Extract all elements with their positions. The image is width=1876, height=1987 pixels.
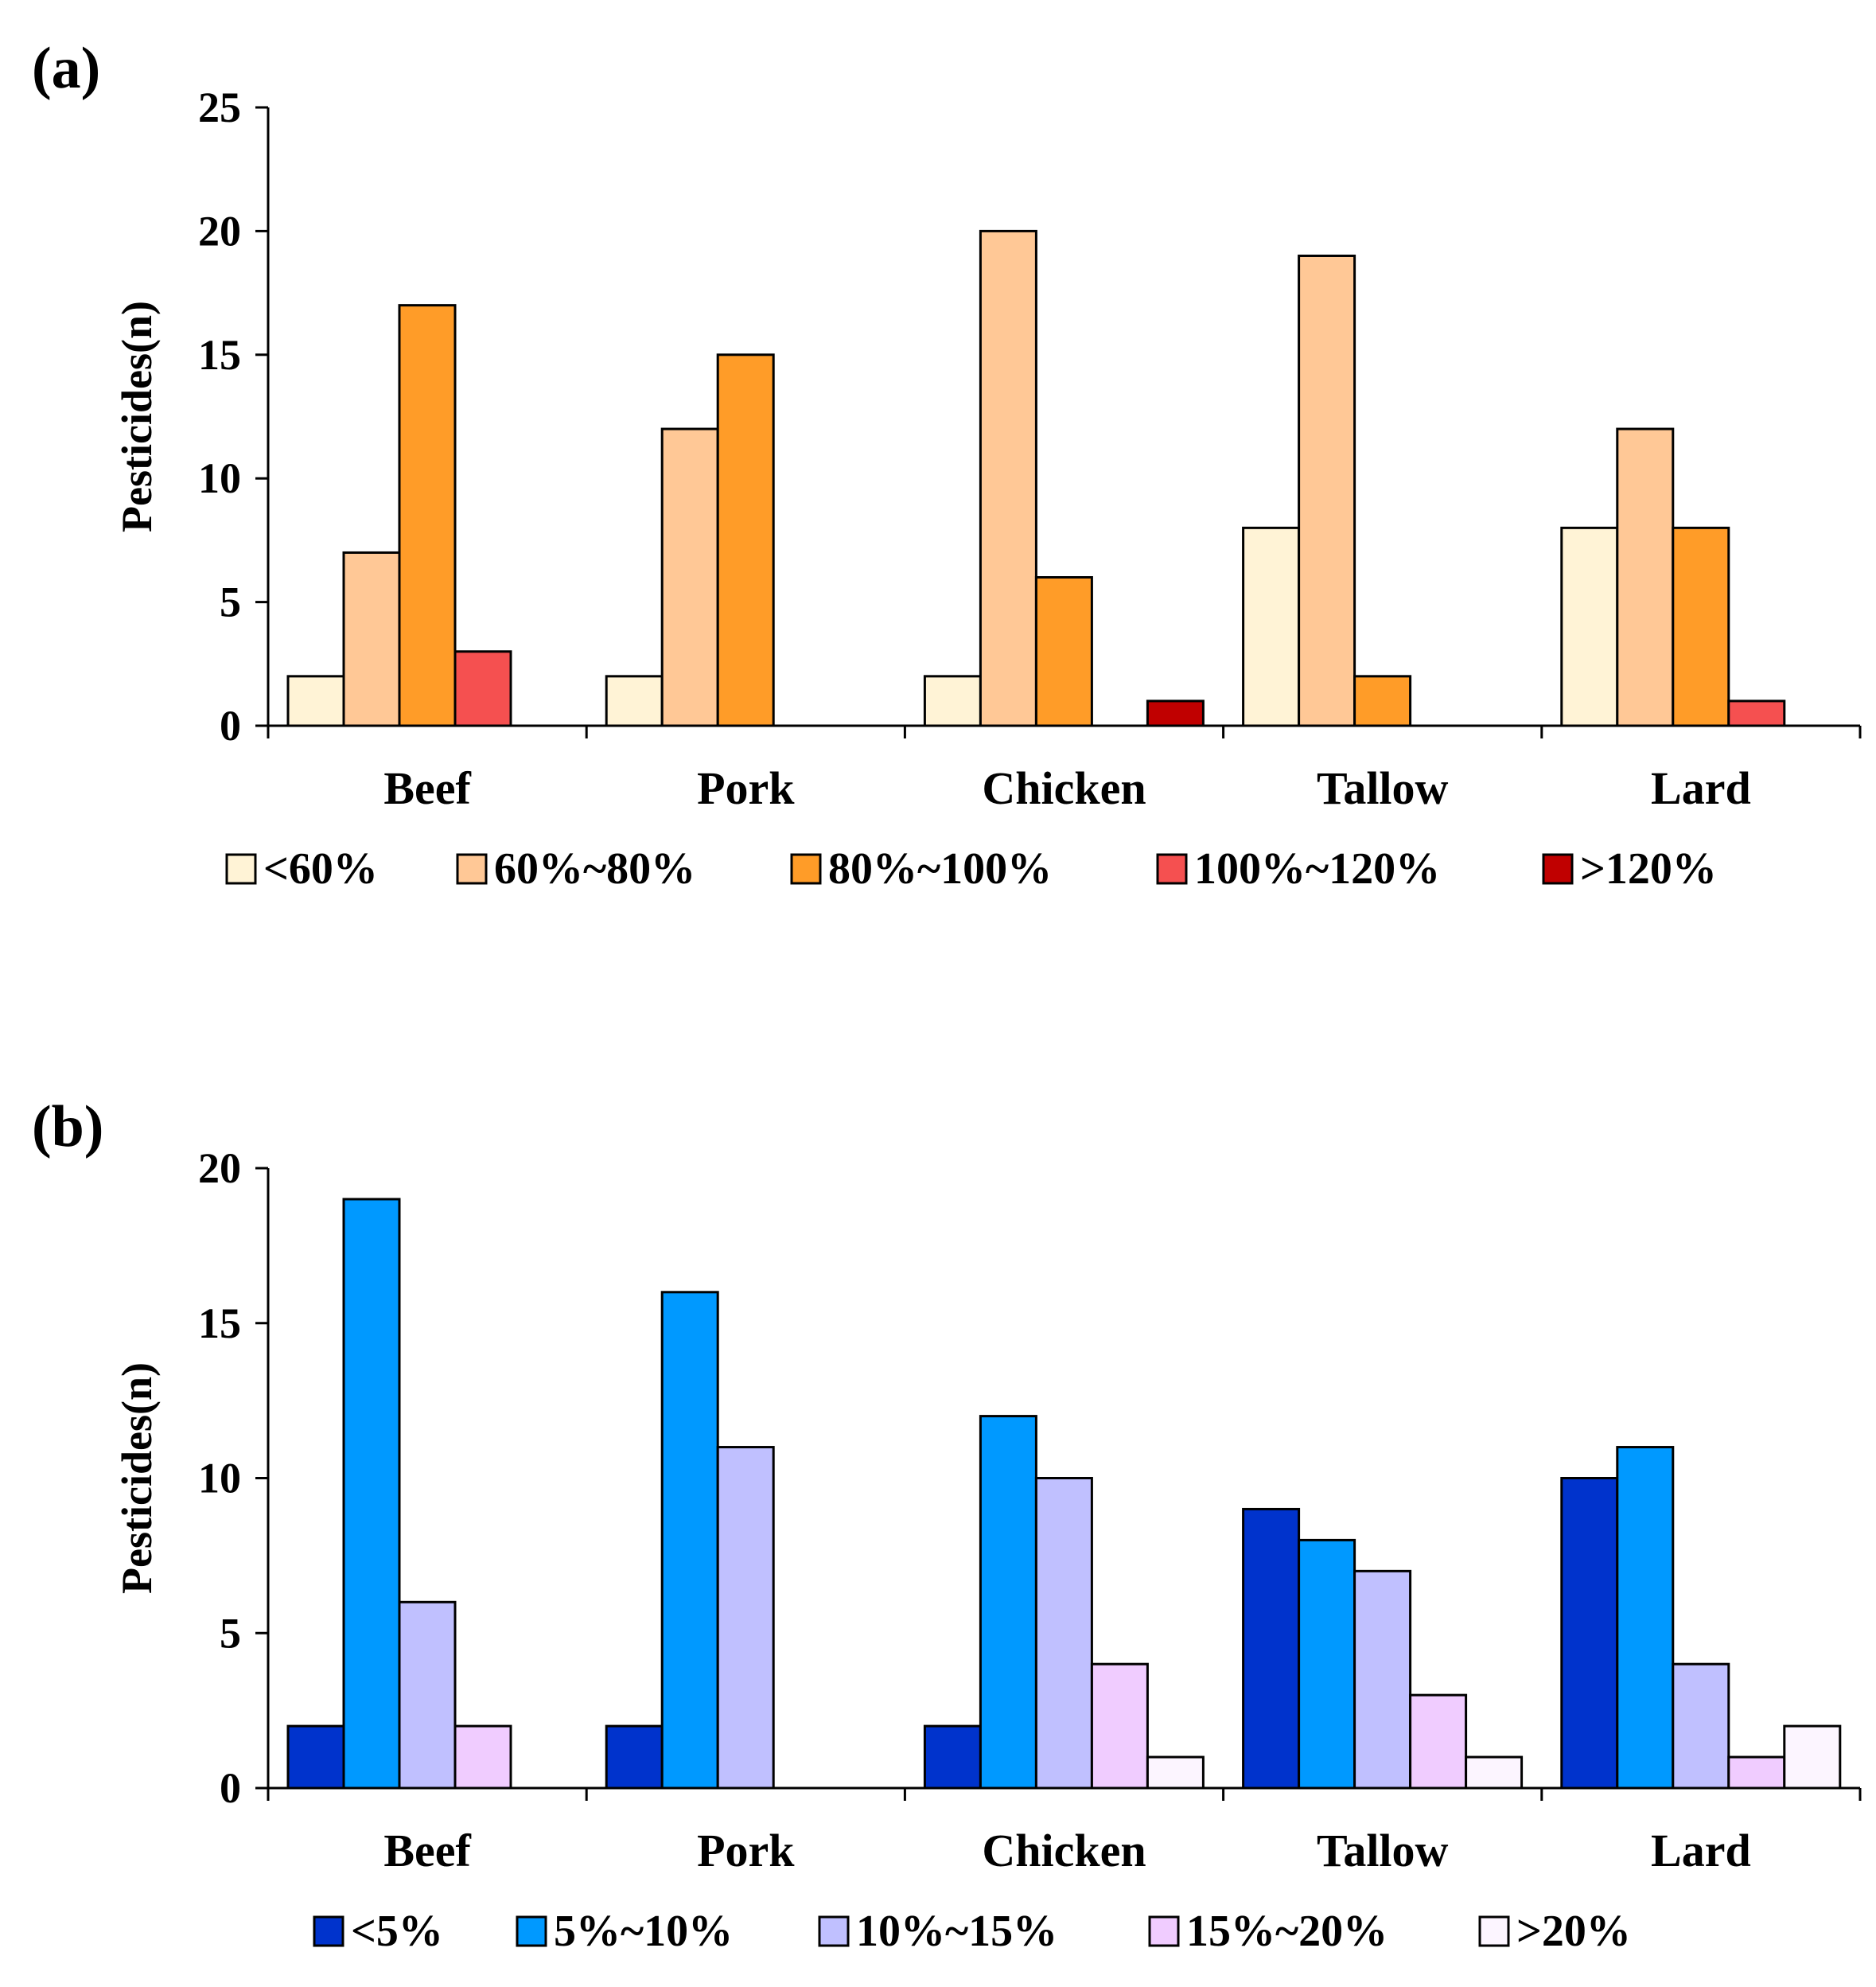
bar-beef-series-3 [453,650,512,727]
bar-chicken-series-1 [979,229,1037,727]
bar-tallow-series-1 [1298,1538,1356,1790]
x-tick-label: Chicken [982,1825,1146,1876]
bar-lard-series-3 [1727,699,1786,727]
bar-pork-series-0 [605,675,664,727]
legend-swatch-0 [313,1915,344,1947]
legend-label-1: 60%~80% [494,844,695,894]
x-tick-label: Pork [697,1825,795,1876]
bar-beef-series-2 [398,1600,457,1790]
bar-lard-series-2 [1672,526,1730,727]
x-tick-label: Beef [383,762,471,814]
y-tick-label: 20 [198,1144,241,1192]
chart-panel-a: (a) Pesticides(n) 0 5 10 15 20 25 Beef Pork Chicke… [32,36,1862,894]
bar-chicken-series-2 [1034,576,1093,727]
y-tick-label: 5 [220,1609,241,1657]
bar-lard-series-2 [1672,1662,1730,1790]
bar-chicken-series-2 [1034,1477,1093,1790]
legend: <60% 60%~80% 80%~100% 100%~120% >120% [225,844,1717,894]
bar-tallow-series-2 [1353,675,1412,727]
bar-tallow-series-3 [1409,1693,1468,1790]
x-tick-label: Lard [1651,1825,1751,1876]
bar-pork-series-0 [605,1724,664,1790]
legend-label-3: 100%~120% [1194,844,1440,894]
x-tick-label: Lard [1651,762,1751,814]
legend-swatch-4 [1478,1915,1510,1947]
y-axis-label: Pesticides(n) [113,1362,161,1594]
bar-pork-series-1 [660,1291,719,1790]
legend-label-4: >20% [1516,1907,1631,1956]
x-tick-label: Tallow [1317,1825,1449,1876]
x-tick-label: Chicken [982,762,1146,814]
legend-swatch-0 [225,853,257,885]
bar-lard-series-1 [1616,1446,1675,1790]
chart-panel-b: (b) Pesticides(n) 0 5 10 15 20 Beef Pork Chicken T… [32,1094,1862,1956]
panel-label: (b) [32,1094,103,1159]
legend-label-0: <5% [351,1907,443,1956]
y-tick-label: 10 [198,454,241,502]
y-tick-label: 20 [198,207,241,255]
legend-label-2: 10%~15% [856,1907,1057,1956]
bar-chicken-series-3 [1090,1662,1149,1790]
bar-pork-series-2 [716,353,775,727]
legend-swatch-3 [1156,853,1188,885]
y-tick-label: 5 [220,579,241,626]
bar-beef-series-0 [286,675,345,727]
legend: <5% 5%~10% 10%~15% 15%~20% >20% [313,1907,1631,1956]
x-tick-label: Beef [383,1825,471,1876]
legend-swatch-2 [818,1915,850,1947]
legend-swatch-3 [1148,1915,1180,1947]
bar-lard-series-4 [1783,1724,1842,1790]
bar-beef-series-1 [342,1198,401,1790]
legend-label-0: <60% [263,844,378,894]
bar-tallow-series-4 [1465,1755,1524,1790]
bar-beef-series-2 [398,304,457,727]
y-tick-label: 10 [198,1455,241,1502]
bar-chicken-series-0 [923,1724,982,1790]
legend-swatch-2 [790,853,822,885]
bar-lard-series-1 [1616,427,1675,727]
legend-label-4: >120% [1580,844,1717,894]
bar-beef-series-0 [286,1724,345,1790]
bar-pork-series-2 [716,1446,775,1790]
bar-chicken-series-1 [979,1415,1037,1790]
legend-label-2: 80%~100% [828,844,1052,894]
y-tick-label: 0 [220,702,241,750]
bar-lard-series-0 [1560,526,1619,727]
bar-tallow-series-1 [1298,254,1356,727]
y-tick-label: 15 [198,331,241,379]
bar-pork-series-1 [660,427,719,727]
x-tick-label: Tallow [1317,762,1449,814]
legend-label-3: 15%~20% [1186,1907,1388,1956]
bar-tallow-series-0 [1242,1507,1301,1790]
y-axis-label: Pesticides(n) [113,301,161,532]
legend-swatch-4 [1542,853,1574,885]
panel-label: (a) [32,36,100,101]
bar-chicken-series-0 [923,675,982,727]
x-tick-label: Pork [697,762,795,814]
bar-lard-series-0 [1560,1477,1619,1790]
bar-tallow-series-0 [1242,526,1301,727]
legend-swatch-1 [516,1915,547,1947]
legend-swatch-1 [456,853,488,885]
bar-beef-series-3 [453,1724,512,1790]
bar-lard-series-3 [1727,1755,1786,1790]
y-tick-label: 25 [198,84,241,131]
bar-chicken-series-4 [1146,1755,1205,1790]
y-tick-label: 15 [198,1299,241,1347]
y-tick-label: 0 [220,1764,241,1812]
legend-label-1: 5%~10% [554,1907,733,1956]
bar-beef-series-1 [342,551,401,727]
bar-tallow-series-2 [1353,1569,1412,1790]
bar-chicken-series-4 [1146,699,1205,727]
